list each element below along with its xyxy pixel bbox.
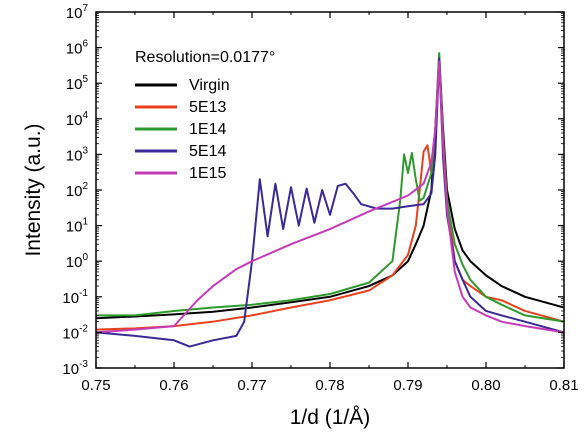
legend-label: 1E14 xyxy=(189,121,226,138)
series-line-1e14 xyxy=(96,52,564,323)
resolution-annotation: Resolution=0.0177° xyxy=(135,49,275,66)
y-tick-label: 105 xyxy=(66,74,89,93)
y-tick-base: 10 xyxy=(66,147,83,164)
series-line-virgin xyxy=(96,54,564,320)
legend-label: 5E14 xyxy=(189,143,226,160)
legend: Virgin 5E13 1E14 5E14 1E15 xyxy=(135,77,230,182)
x-tick-label: 0.76 xyxy=(159,377,188,394)
y-tick-label: 101 xyxy=(66,217,89,236)
x-tick-label: 0.75 xyxy=(81,377,110,394)
series-line-5e13 xyxy=(96,57,564,331)
y-tick-label: 10-1 xyxy=(62,288,88,307)
y-tick-exponent: -2 xyxy=(79,323,88,334)
y-tick-exponent: 0 xyxy=(82,252,88,263)
y-tick-base: 10 xyxy=(66,219,83,236)
y-tick-label: 107 xyxy=(66,3,89,22)
series-layer xyxy=(96,52,564,348)
y-tick-base: 10 xyxy=(66,112,83,129)
x-tick-label: 0.80 xyxy=(471,377,500,394)
y-tick-base: 10 xyxy=(66,5,83,22)
y-tick-base: 10 xyxy=(62,361,79,378)
series-line-5e14 xyxy=(96,57,564,348)
y-tick-label: 102 xyxy=(66,181,89,200)
y-axis-title: Intensity (a.u.) xyxy=(22,123,45,256)
y-tick-label: 10-2 xyxy=(62,323,88,342)
x-tick-label: 0.81 xyxy=(549,377,578,394)
legend-label: 1E15 xyxy=(189,165,226,182)
y-tick-label: 10-3 xyxy=(62,359,88,378)
y-tick-label: 104 xyxy=(66,110,89,129)
legend-label: Virgin xyxy=(189,77,230,94)
y-tick-base: 10 xyxy=(66,254,83,271)
y-tick-label: 106 xyxy=(66,39,89,58)
legend-label: 5E13 xyxy=(189,99,226,116)
y-tick-base: 10 xyxy=(66,183,83,200)
y-tick-base: 10 xyxy=(62,325,79,342)
y-tick-base: 10 xyxy=(62,290,79,307)
y-tick-exponent: 2 xyxy=(82,181,88,192)
y-tick-label: 103 xyxy=(66,145,89,164)
y-tick-exponent: 1 xyxy=(82,217,88,228)
y-tick-label: 100 xyxy=(66,252,89,271)
x-tick-label: 0.78 xyxy=(315,377,344,394)
series-line-1e15 xyxy=(96,60,564,334)
y-tick-exponent: -3 xyxy=(79,359,88,370)
x-tick-label: 0.79 xyxy=(393,377,422,394)
y-tick-exponent: 7 xyxy=(82,3,88,14)
x-tick-label: 0.77 xyxy=(237,377,266,394)
y-tick-exponent: 3 xyxy=(82,145,88,156)
y-tick-exponent: -1 xyxy=(79,288,88,299)
y-tick-exponent: 5 xyxy=(82,74,88,85)
x-axis-title: 1/d (1/Å) xyxy=(290,406,371,429)
y-tick-base: 10 xyxy=(66,41,83,58)
y-tick-exponent: 4 xyxy=(82,110,88,121)
y-tick-exponent: 6 xyxy=(82,39,88,50)
y-tick-base: 10 xyxy=(66,76,83,93)
x-axis: 0.75 0.76 0.77 0.78 0.79 0.80 0.81 xyxy=(81,12,579,394)
